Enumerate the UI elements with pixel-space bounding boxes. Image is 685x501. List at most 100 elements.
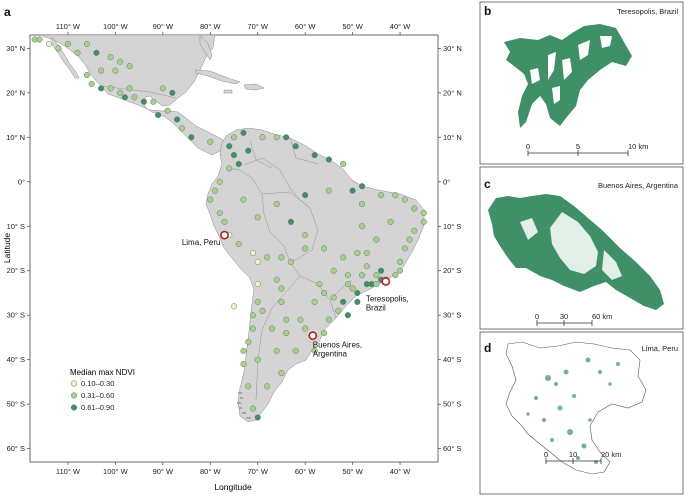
country-borders xyxy=(99,85,353,401)
city-point xyxy=(216,178,223,185)
lon-tick-label-bottom: 90° W xyxy=(153,467,174,476)
city-point xyxy=(349,285,356,292)
city-point xyxy=(83,71,90,79)
lat-tick-label-left: 60° S xyxy=(7,444,25,453)
city-point xyxy=(321,289,328,297)
city-point xyxy=(278,298,285,305)
panel-c-scale-2: 60 km xyxy=(592,312,612,321)
lon-tick-label-bottom: 80° W xyxy=(200,467,221,476)
city-point xyxy=(55,45,62,52)
city-point xyxy=(325,316,332,323)
panel-a: a xyxy=(2,5,462,492)
city-point xyxy=(273,347,280,354)
city-point xyxy=(401,196,408,203)
city-point xyxy=(411,205,418,212)
x-axis-title: Longitude xyxy=(214,482,252,492)
city-point xyxy=(226,165,233,172)
city-point xyxy=(117,58,124,65)
city-point xyxy=(354,249,361,256)
panel-d-scale-0: 0 xyxy=(544,450,548,459)
city-point xyxy=(98,67,105,74)
city-point xyxy=(107,85,114,92)
city-point xyxy=(240,347,247,354)
city-point xyxy=(273,276,280,283)
lat-tick-label-right: 30° S xyxy=(443,311,461,320)
city-point xyxy=(230,134,238,141)
city-point xyxy=(117,89,124,96)
legend-items: 0.10–0.30 0.31–0.60 0.61–0.90 xyxy=(70,379,114,412)
city-point xyxy=(359,200,366,208)
lon-tick-label-bottom: 60° W xyxy=(295,467,316,476)
highlighted-city-label: Teresopolis, xyxy=(366,294,409,303)
panel-d-scale-2: 20 km xyxy=(601,450,621,459)
city-point xyxy=(254,214,261,221)
city-point xyxy=(302,192,309,199)
city-point xyxy=(245,338,252,345)
legend-swatch xyxy=(70,404,78,411)
city-point xyxy=(311,298,318,305)
highlighted-city-label: Argentina xyxy=(313,350,348,359)
south-america-landmass xyxy=(205,127,425,423)
city-point xyxy=(406,236,413,243)
panel-c-scale-0: 0 xyxy=(535,312,539,321)
city-point xyxy=(249,249,257,256)
lat-tick-label-left: 20° S xyxy=(7,266,25,275)
city-point xyxy=(264,383,271,390)
city-point xyxy=(311,347,318,354)
city-point xyxy=(321,245,328,252)
lima-boundary xyxy=(505,341,647,475)
city-point xyxy=(297,316,304,323)
city-point xyxy=(245,147,252,154)
city-point xyxy=(292,143,299,150)
city-point xyxy=(155,112,162,119)
panel-b-scale-0: 0 xyxy=(526,142,530,151)
panel-d-scale-1: 10 xyxy=(569,450,577,459)
highlighted-city-marker xyxy=(381,277,391,286)
city-point xyxy=(188,134,195,141)
highlighted-city-label: Lima, Peru xyxy=(182,238,221,247)
city-point xyxy=(240,361,247,368)
legend-swatch xyxy=(70,380,78,387)
city-point xyxy=(340,298,347,305)
panel-c-title: Buenos Aires, Argentina xyxy=(598,181,679,190)
city-point xyxy=(88,80,95,87)
buenos-aires-core xyxy=(520,212,622,280)
panel-c-letter: c xyxy=(484,177,491,191)
lon-tick-label-bottom: 100° W xyxy=(103,467,129,476)
lon-tick-label-top: 40° W xyxy=(390,22,411,31)
city-point xyxy=(249,405,257,412)
city-point xyxy=(254,281,261,288)
city-point xyxy=(74,49,81,56)
city-point xyxy=(373,272,380,279)
legend-title: Median max NDVI xyxy=(70,368,135,377)
city-point xyxy=(221,218,228,225)
city-point xyxy=(107,54,114,61)
jamaica-landmass xyxy=(223,89,233,94)
lat-tick-label-right: 40° S xyxy=(443,355,461,364)
lat-tick-label-right: 60° S xyxy=(443,444,461,453)
chile-fjords xyxy=(237,392,251,419)
panel-d-scale-bar: 0 10 20 km xyxy=(544,450,621,464)
panel-b-letter: b xyxy=(484,4,491,18)
city-point xyxy=(340,160,347,168)
city-point xyxy=(112,67,119,74)
city-point xyxy=(396,267,404,274)
lat-tick-label-left: 10° S xyxy=(7,222,25,231)
city-point xyxy=(273,134,280,141)
city-point xyxy=(392,192,399,199)
legend-swatch xyxy=(70,392,78,399)
city-point xyxy=(264,254,271,261)
city-point xyxy=(287,258,294,265)
city-point xyxy=(354,289,361,297)
lat-tick-label-right: 20° S xyxy=(443,266,461,275)
panel-d-letter: d xyxy=(484,341,491,355)
city-point xyxy=(169,89,176,96)
city-point xyxy=(387,218,394,225)
city-point xyxy=(349,187,356,194)
city-point xyxy=(283,316,290,323)
city-point xyxy=(216,209,223,216)
city-point xyxy=(335,307,342,314)
lat-tick-label-left: 30° S xyxy=(7,311,25,320)
city-point xyxy=(392,272,399,279)
